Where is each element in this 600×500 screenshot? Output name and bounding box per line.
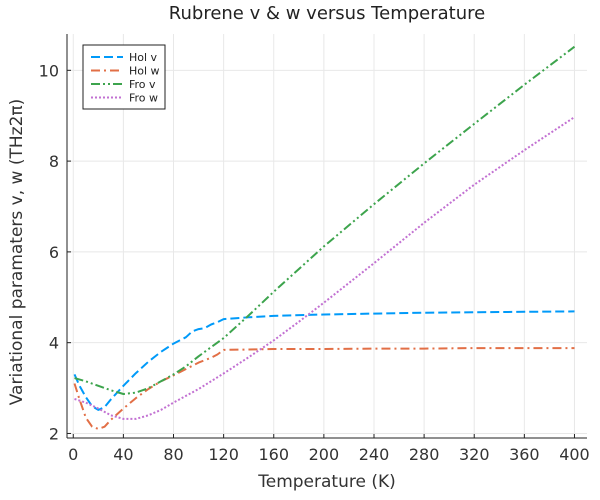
y-tick-label: 6 bbox=[49, 243, 59, 262]
legend-label: Fro w bbox=[129, 92, 158, 105]
series-lines bbox=[73, 45, 576, 430]
x-tick-label: 280 bbox=[409, 445, 440, 464]
y-tick-label: 8 bbox=[49, 152, 59, 171]
legend-label: Hol w bbox=[129, 65, 160, 78]
legend-label: Fro v bbox=[129, 78, 156, 91]
y-tick-label: 10 bbox=[39, 61, 59, 80]
x-tick-label: 360 bbox=[509, 445, 540, 464]
legend-label: Hol v bbox=[129, 51, 158, 64]
x-tick-label: 320 bbox=[459, 445, 490, 464]
x-tick-label: 40 bbox=[113, 445, 133, 464]
axes: 0 40 80 120 160 200 240 280 320 360 400 2 4 6 8 10 bbox=[39, 34, 590, 464]
x-tick-label: 200 bbox=[309, 445, 340, 464]
y-tick-label: 2 bbox=[49, 424, 59, 443]
series-line-fro-v bbox=[74, 45, 576, 395]
series-line-hol-v bbox=[73, 310, 575, 411]
x-tick-label: 0 bbox=[68, 445, 78, 464]
x-tick-label: 240 bbox=[359, 445, 390, 464]
series-line-hol-w bbox=[73, 347, 575, 430]
x-tick-label: 400 bbox=[559, 445, 590, 464]
series-line-fro-w bbox=[74, 116, 576, 420]
x-tick-label: 80 bbox=[163, 445, 183, 464]
y-tick-label: 4 bbox=[49, 334, 59, 353]
chart-title: Rubrene v & w versus Temperature bbox=[169, 3, 485, 24]
x-tick-label: 160 bbox=[258, 445, 289, 464]
x-axis-label: Temperature (K) bbox=[257, 472, 396, 492]
grid bbox=[67, 34, 587, 438]
y-axis-label: Variational paramaters v, w (THz2π) bbox=[7, 99, 27, 406]
x-tick-label: 120 bbox=[208, 445, 239, 464]
